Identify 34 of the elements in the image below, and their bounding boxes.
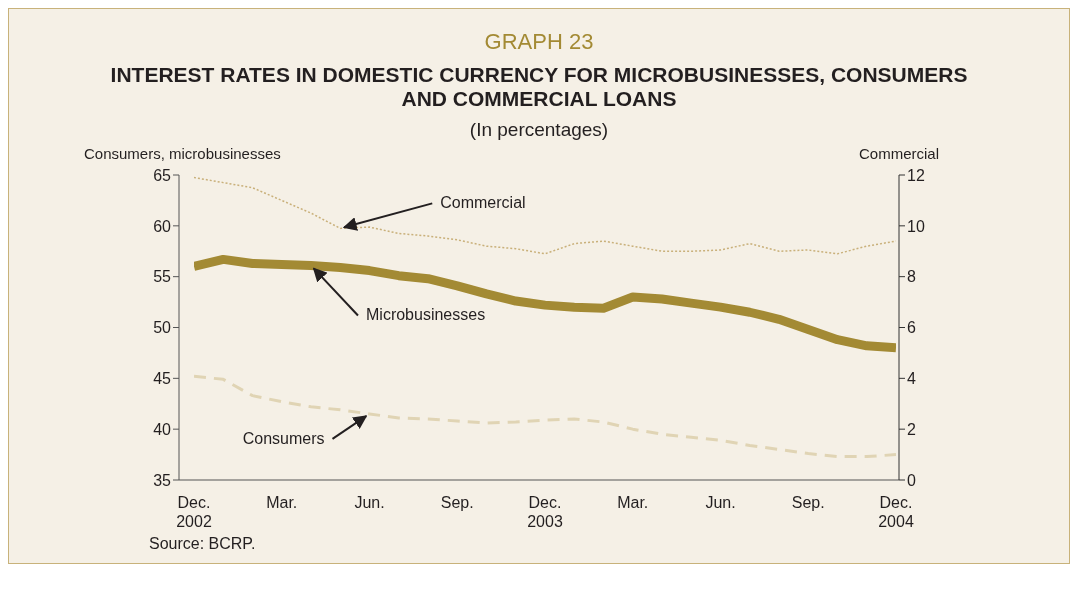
y-tick-label: 55 — [153, 268, 172, 286]
y-tick-label: 50 — [153, 319, 172, 337]
y2-tick-label: 8 — [907, 268, 916, 286]
x-tick-label: Sep. — [440, 494, 474, 511]
y-tick-label: 65 — [153, 166, 172, 184]
x-tick-label: Sep. — [791, 494, 825, 511]
chart-title: INTEREST RATES IN DOMESTIC CURRENCY FOR MICROBUSINESSES, CONSUMERS AND COMMERCIAL LOANS — [109, 63, 969, 111]
x-tick-label: Dec. 2002 — [176, 494, 212, 531]
x-tick-label: Jun. — [705, 494, 736, 511]
y2-tick-label: 4 — [907, 370, 916, 388]
y-tick-label: 35 — [153, 471, 172, 489]
x-tick-label: Dec. 2003 — [527, 494, 563, 531]
source-note: Source: BCRP. — [149, 535, 257, 553]
line-series — [194, 374, 896, 459]
x-tick-label: Mar. — [266, 494, 298, 511]
y2-tick-label: 12 — [907, 166, 925, 184]
caption: GRAPH 23 — [483, 29, 595, 55]
y2-axis-title: Commercial — [858, 145, 939, 162]
x-tick-label: Jun. — [354, 494, 385, 511]
series-label: Consumers — [242, 429, 325, 447]
y-tick-label: 60 — [153, 217, 172, 235]
y-tick-label: 40 — [153, 420, 172, 438]
x-tick-label: Dec. 2004 — [878, 494, 914, 531]
y2-tick-label: 10 — [907, 217, 925, 235]
series-label: Microbusinesses — [366, 306, 486, 324]
y2-tick-label: 6 — [907, 319, 916, 337]
y2-tick-label: 2 — [907, 420, 916, 438]
y-axis-title: Consumers, microbusinesses — [84, 145, 281, 162]
chart-subtitle: (In percentages) — [468, 119, 610, 141]
y-tick-label: 45 — [153, 370, 172, 388]
series-label: Commercial — [440, 194, 526, 212]
x-tick-label: Mar. — [617, 494, 649, 511]
line-series — [194, 176, 896, 255]
y2-tick-label: 0 — [907, 471, 916, 489]
